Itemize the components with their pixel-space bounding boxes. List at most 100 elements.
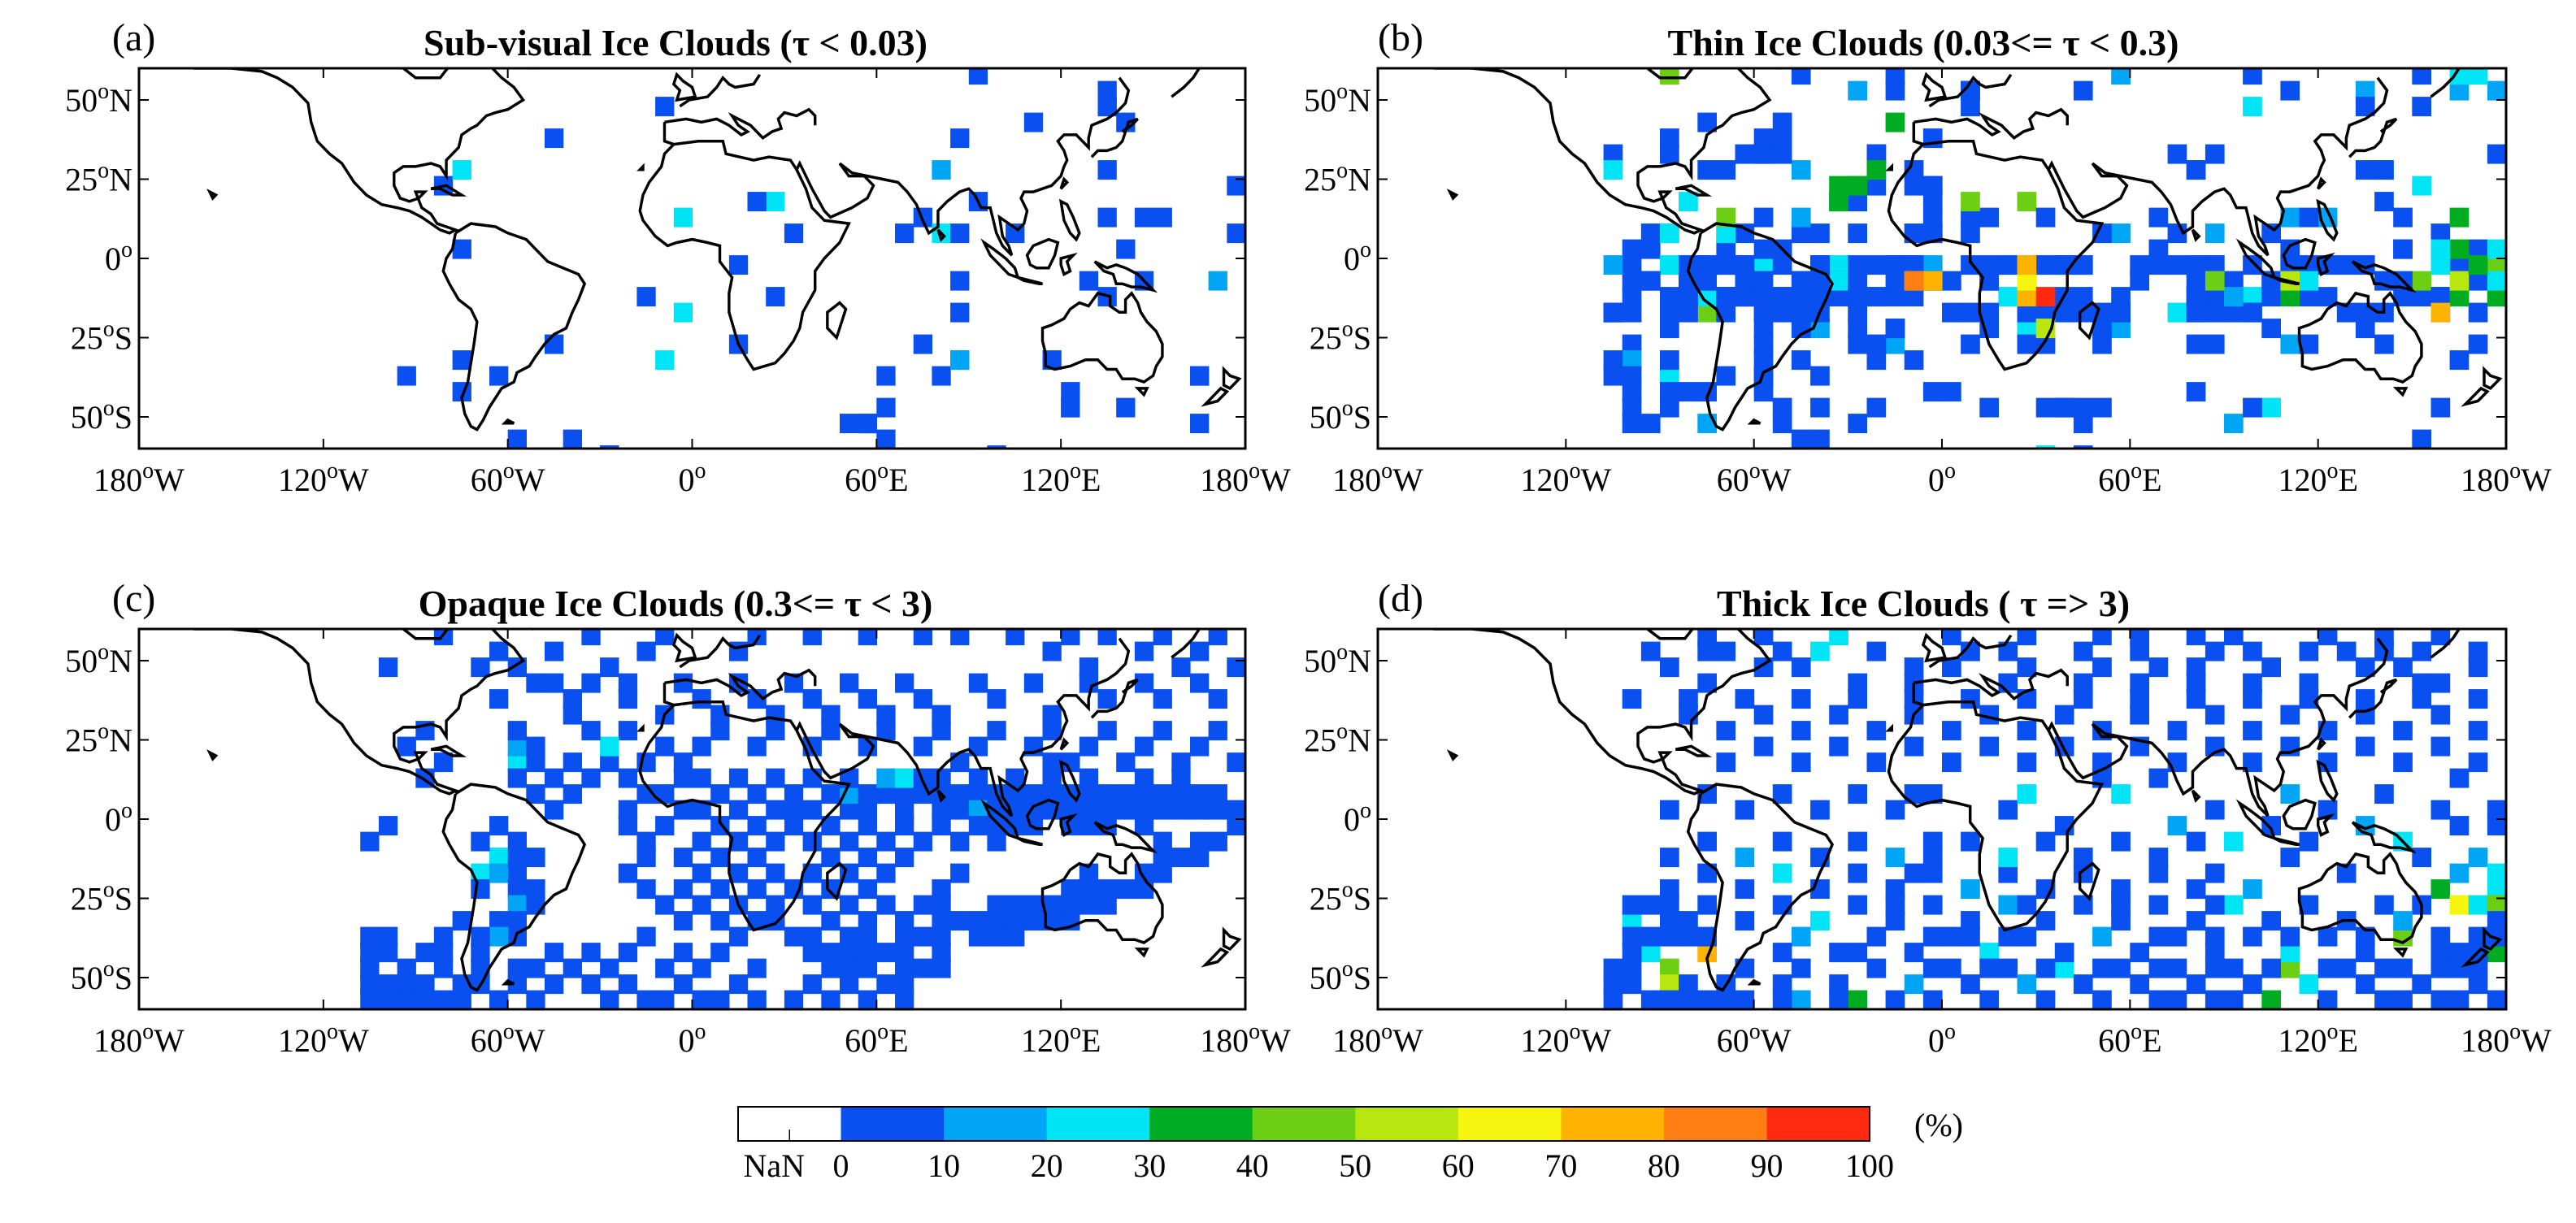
grid-cell <box>784 800 804 820</box>
grid-cell <box>489 926 509 947</box>
grid-cell <box>1866 160 1887 180</box>
grid-cell <box>581 768 601 788</box>
grid-cell <box>2035 445 2056 449</box>
grid-cell <box>1772 895 1792 915</box>
grid-cell <box>1772 831 1792 852</box>
grid-cell <box>1979 271 1999 291</box>
grid-cell <box>821 784 841 804</box>
grid-cell <box>2487 863 2506 883</box>
grid-cell <box>1772 112 1792 132</box>
grid-cell <box>1904 176 1924 196</box>
grid-cell <box>728 926 749 947</box>
grid-cell <box>968 673 988 693</box>
grid-cell <box>1697 990 1717 1009</box>
grid-cell <box>932 926 951 947</box>
grid-cell <box>932 879 951 900</box>
grid-cell <box>1660 800 1679 820</box>
grid-cell <box>1208 689 1227 709</box>
grid-cell <box>1097 721 1117 741</box>
x-axis: 180oW 120oW 60oW 0o 60oE 120oE 180oW <box>1332 629 2552 1059</box>
grid-cell <box>397 366 416 386</box>
grid-cell <box>1640 414 1661 434</box>
grid-cell <box>950 911 970 931</box>
grid-cell <box>840 673 859 693</box>
panel-a: (a) Sub-visual Ice Clouds (τ < 0.03) 50o… <box>65 0 1291 498</box>
grid-cell <box>507 429 527 449</box>
grid-cell <box>1042 705 1062 725</box>
grid-cell <box>747 990 767 1009</box>
grid-cell <box>1190 366 1210 386</box>
y-axis: 50oN 25oN 0o 25oS 50oS <box>1304 640 2506 996</box>
grid-cell <box>1660 128 1679 149</box>
grid-cell <box>1190 641 1210 661</box>
grid-cell <box>1829 705 1848 725</box>
panel-c: (c) Opaque Ice Clouds (0.3<= τ < 3) 50oN… <box>65 577 1291 1059</box>
grid-cell <box>1942 382 1961 402</box>
grid-cell <box>2393 68 2413 69</box>
grid-cell <box>2449 768 2470 788</box>
grid-cell <box>2356 594 2375 614</box>
grid-cell <box>932 816 951 836</box>
grid-cell <box>840 943 859 963</box>
grid-cell <box>1791 350 1811 371</box>
grid-cell <box>2355 657 2375 678</box>
grid-cell <box>821 911 841 931</box>
grid-cell <box>471 831 490 852</box>
grid-cell <box>360 629 380 630</box>
grid-cell <box>2468 302 2488 323</box>
grid-cell <box>489 641 509 661</box>
grid-cell <box>1622 271 1642 291</box>
y-tick-label: 50oS <box>71 396 132 436</box>
grid-cell <box>1061 752 1080 773</box>
grid-cell <box>1904 943 1924 963</box>
grid-cell <box>1942 752 1961 773</box>
grid-cell <box>2261 657 2281 678</box>
grid-cell <box>2468 68 2488 85</box>
grid-cell <box>526 673 545 693</box>
x-tick-label: 120oW <box>278 458 369 498</box>
grid-cell <box>2243 255 2262 275</box>
grid-cell <box>2205 302 2225 323</box>
grid-cell <box>895 926 914 947</box>
grid-cell <box>821 990 841 1009</box>
grid-cell <box>1866 926 1887 947</box>
grid-cell <box>987 689 1006 709</box>
grid-cell <box>1867 509 1887 528</box>
grid-cell <box>1791 302 1811 323</box>
grid-cell <box>655 97 675 117</box>
grid-cell <box>379 594 397 614</box>
grid-cell <box>1134 879 1154 900</box>
grid-cell <box>1829 990 1848 1009</box>
grid-cell <box>1079 657 1099 678</box>
grid-cell <box>2054 397 2074 418</box>
grid-cell <box>2243 926 2262 947</box>
grid-cell <box>2318 926 2338 947</box>
grid-cell <box>2243 397 2262 418</box>
grid-cell <box>1264 0 1283 6</box>
grid-cell <box>2205 144 2225 164</box>
grid-cell <box>1829 176 1848 196</box>
grid-cell <box>1171 629 1191 630</box>
grid-cell <box>1660 911 1679 931</box>
grid-cell <box>1097 207 1117 228</box>
grid-cell <box>950 271 970 291</box>
grid-cell <box>2035 958 2056 978</box>
grid-cell <box>507 752 527 773</box>
grid-cell <box>821 943 841 963</box>
grid-cell <box>1208 831 1227 852</box>
grid-cell <box>1622 366 1642 386</box>
grid-cell <box>2355 943 2375 963</box>
grid-cell <box>2430 958 2451 978</box>
grid-cell <box>1885 848 1905 868</box>
grid-cell <box>913 689 932 709</box>
grid-cell <box>1922 895 1943 915</box>
grid-cell <box>1227 816 1245 836</box>
grid-cell <box>2280 287 2300 307</box>
grid-cell <box>950 752 970 773</box>
grid-cell <box>1716 990 1736 1009</box>
grid-cell <box>1660 319 1679 339</box>
y-tick-label: 50oS <box>1310 396 1371 436</box>
grid-cell <box>821 958 841 978</box>
grid-cell <box>1772 863 1792 883</box>
grid-cell <box>2224 831 2244 852</box>
